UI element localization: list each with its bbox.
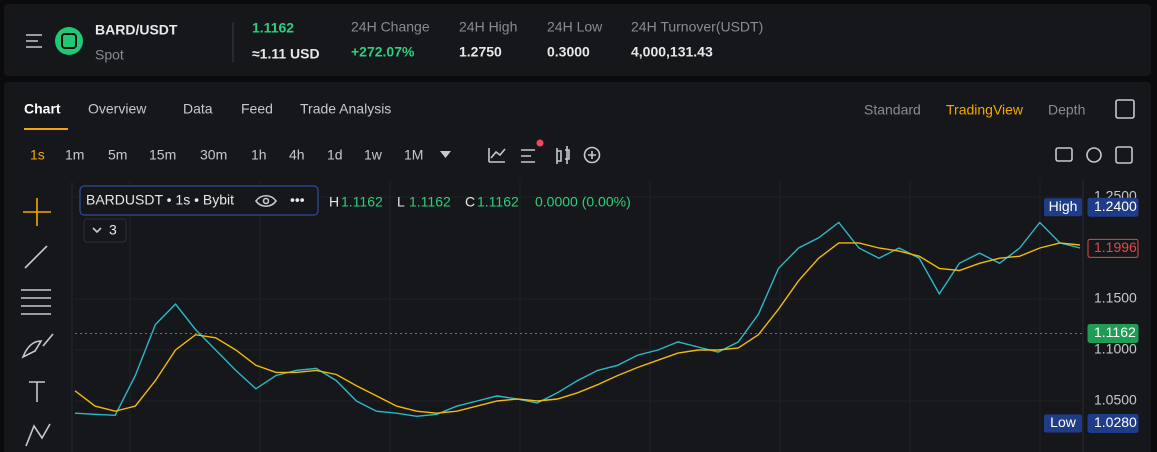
price-marker [1087, 238, 1139, 258]
stat-value: 1.2750 [459, 44, 502, 60]
add-icon[interactable] [583, 146, 601, 164]
symbol: BARD/USDT [95, 22, 178, 38]
interval[interactable]: 1M [404, 147, 423, 163]
interval[interactable]: 4h [289, 147, 305, 163]
interval[interactable]: 1m [65, 147, 84, 163]
plot [74, 180, 1083, 452]
ohlc-key: L [397, 194, 405, 210]
settings-icon[interactable] [1086, 147, 1102, 163]
chart-panel [4, 82, 1151, 452]
interval[interactable]: 1h [251, 147, 267, 163]
eye-icon-pupil [262, 197, 270, 205]
tab[interactable]: Data [183, 101, 213, 117]
legend-box[interactable] [79, 185, 319, 216]
last-price: 1.1162 [252, 20, 294, 36]
legend-symbol: BARDUSDT • 1s • Bybit [86, 192, 234, 208]
brush-tool[interactable] [21, 333, 54, 359]
template-icon[interactable] [521, 149, 535, 163]
marker-name: Low [1050, 414, 1077, 430]
ohlc-change: 0.0000 (0.00%) [535, 194, 631, 210]
interval[interactable]: 30m [200, 147, 227, 163]
indicator-chevron [92, 227, 102, 234]
fib-tool[interactable] [21, 289, 51, 315]
interval[interactable]: 15m [149, 147, 176, 163]
add-icon-plus [588, 151, 596, 159]
indicator-count: 3 [109, 222, 117, 238]
marker-tag [1044, 198, 1082, 217]
interval[interactable]: 1s [30, 147, 45, 163]
market: Spot [95, 47, 124, 63]
fullscreen-icon[interactable] [1115, 146, 1133, 164]
view-option[interactable]: Standard [864, 102, 921, 118]
y-tick-label: 1.0500 [1094, 392, 1137, 408]
price-marker [1087, 323, 1139, 343]
price-marker [1087, 197, 1139, 217]
tab[interactable]: Overview [88, 101, 147, 117]
stat-label: 24H Low [547, 19, 603, 35]
ohlc-value: 1.1162 [409, 194, 451, 210]
coin-logo-mark [61, 33, 77, 49]
more-icon[interactable]: ••• [290, 192, 305, 208]
price-marker-label: 1.1996 [1094, 239, 1137, 255]
view-option[interactable]: Depth [1048, 102, 1085, 118]
layout-icon[interactable] [1115, 99, 1135, 119]
coin-logo [55, 27, 83, 55]
notification-dot [536, 139, 544, 147]
tab[interactable]: Trade Analysis [300, 101, 391, 117]
ohlc-key: H [329, 194, 339, 210]
y-tick-label: 1.1500 [1094, 290, 1137, 306]
line-tool[interactable] [24, 245, 48, 269]
interval[interactable]: 1w [364, 147, 383, 163]
ohlc-value: 1.1162 [477, 194, 519, 210]
indicator-icon[interactable] [488, 148, 506, 163]
header-panel [4, 4, 1151, 76]
stat-value: +272.07% [351, 44, 415, 60]
price-marker-label: 1.2400 [1094, 198, 1137, 214]
stat-value: 0.3000 [547, 44, 590, 60]
price-marker-label: 1.1162 [1094, 324, 1136, 340]
text-tool[interactable] [29, 381, 45, 402]
marker-name: High [1049, 198, 1078, 214]
tab[interactable]: Chart [24, 101, 61, 117]
usd-price: ≈1.11 USD [252, 46, 320, 62]
stat-label: 24H High [459, 19, 517, 35]
candle-icon[interactable] [556, 146, 570, 164]
tab[interactable]: Feed [241, 101, 273, 117]
ohlc-value: 1.1162 [341, 194, 383, 210]
interval-dropdown[interactable] [440, 151, 451, 158]
indicator-toggle[interactable] [83, 218, 127, 243]
price-line [74, 242, 1081, 414]
pattern-tool[interactable] [25, 423, 51, 447]
ohlc-key: C [465, 194, 475, 210]
y-tick-label: 1.1000 [1094, 341, 1137, 357]
stat-label: 24H Change [351, 19, 430, 35]
view-option[interactable]: TradingView [946, 102, 1024, 118]
camera-icon[interactable] [1055, 147, 1073, 162]
price-marker-label: 1.0280 [1094, 414, 1137, 430]
crosshair-tool[interactable] [23, 198, 51, 226]
marker-tag [1044, 414, 1082, 433]
interval[interactable]: 1d [327, 147, 343, 163]
menu-icon[interactable] [26, 34, 42, 48]
eye-icon[interactable] [255, 194, 277, 208]
interval[interactable]: 5m [108, 147, 127, 163]
price-marker [1087, 413, 1139, 433]
stat-value: 4,000,131.43 [631, 44, 713, 60]
stat-label: 24H Turnover(USDT) [631, 19, 763, 35]
